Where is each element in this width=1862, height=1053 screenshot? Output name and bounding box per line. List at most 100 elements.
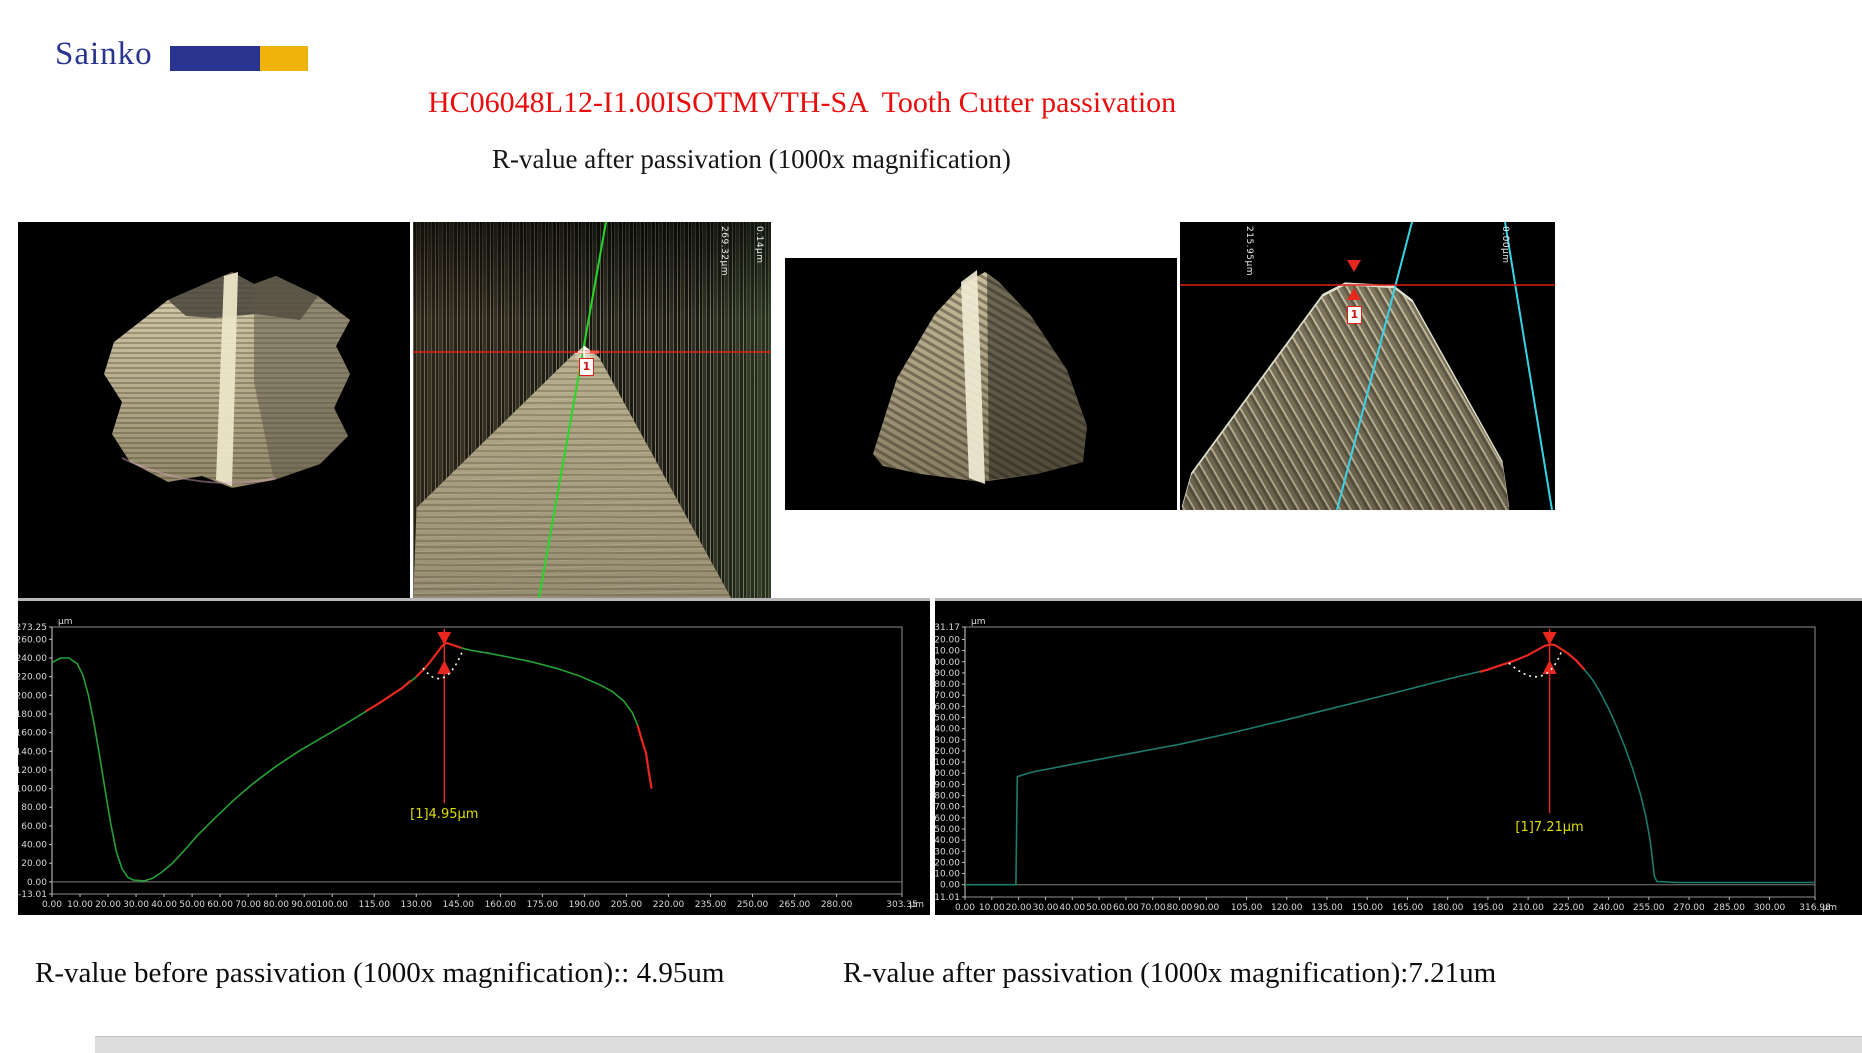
y-tick-label: 0.00 — [27, 878, 47, 888]
profile-chart-after: 231.17220.00210.00200.00190.00180.00170.… — [929, 601, 1862, 915]
y-tick-label: 190.00 — [935, 669, 960, 679]
y-tick-label: 60.00 — [21, 822, 47, 832]
plot-box — [964, 626, 1816, 898]
x-tick-label: 316.98 — [1799, 903, 1831, 913]
x-tick-label: 115.00 — [358, 900, 390, 910]
y-tick-label: -13.01 — [18, 890, 47, 900]
x-tick-label: 10.00 — [979, 903, 1005, 913]
x-tick-label: 135.00 — [1311, 903, 1343, 913]
logo-text: Sainko — [55, 36, 153, 72]
report-title: HC06048L12-I1.00ISOTMVTH-SA Tooth Cutter… — [428, 86, 1177, 119]
x-tick-label: 180.00 — [1432, 903, 1464, 913]
y-tick-label: 100.00 — [18, 785, 47, 795]
y-tick-label: 80.00 — [935, 792, 960, 802]
profile-red-segment — [1479, 643, 1586, 673]
x-tick-label: 255.00 — [1633, 903, 1665, 913]
surface-profile-after-passivation: 231.17220.00210.00200.00190.00180.00170.… — [929, 617, 1838, 913]
r-measurement-annotation: [1]7.21μm — [1508, 629, 1584, 835]
y-tick-label: 20.00 — [935, 858, 960, 868]
logo-bar-navy — [170, 46, 260, 71]
y-tick-label: 200.00 — [935, 658, 960, 668]
measurement-marker-1: 1 — [579, 358, 594, 376]
arrow-down — [437, 632, 452, 645]
y-tick-label: 120.00 — [18, 766, 47, 776]
y-tick-label: 220.00 — [18, 673, 47, 683]
y-tick-label: 260.00 — [18, 635, 47, 645]
right-scale-label-zero: 0.00μm — [1500, 226, 1510, 264]
x-tick-label: 120.00 — [1271, 903, 1303, 913]
x-tick-label: 60.00 — [1113, 903, 1139, 913]
r-value-label: [1]7.21μm — [1515, 820, 1583, 835]
y-tick-label: 160.00 — [18, 729, 47, 739]
y-tick-label: 40.00 — [935, 836, 960, 846]
x-tick-label: 0.00 — [955, 903, 975, 913]
panel-divider-right — [935, 598, 1862, 601]
x-tick-label: 303.35 — [886, 900, 918, 910]
arrow-down — [1347, 260, 1361, 272]
x-tick-label: 30.00 — [1033, 903, 1059, 913]
x-tick-label: 145.00 — [443, 900, 475, 910]
right-3d-surface-view — [785, 258, 1177, 510]
y-tick-label: 160.00 — [935, 702, 960, 712]
x-tick-label: 80.00 — [1167, 903, 1193, 913]
x-tick-label: 60.00 — [207, 900, 233, 910]
profile-chart-before: 273.25 260.00 240.00 220.00 200.00 180.00 160.… — [16, 601, 930, 915]
y-tick-label: 180.00 — [935, 680, 960, 690]
right-2d-measure-lines — [1180, 222, 1555, 510]
panel-divider-left — [18, 598, 930, 601]
x-tick-label: 270.00 — [1673, 903, 1705, 913]
left-scale-label-zero: 0.14μm — [754, 226, 764, 264]
x-unit-label: μm — [1823, 903, 1838, 913]
left-scale-label-height: 269.32μm — [719, 226, 729, 276]
y-tick-label: 40.00 — [21, 841, 47, 851]
y-tick-label: 10.00 — [935, 870, 960, 880]
x-tick-label: 0.00 — [42, 900, 62, 910]
radius-fit-arc — [422, 649, 464, 680]
arrow-up — [437, 660, 452, 674]
y-tick-label: 20.00 — [21, 859, 47, 869]
y-tick-label: 210.00 — [935, 647, 960, 657]
x-tick-label: 220.00 — [653, 900, 685, 910]
x-tick-label: 240.00 — [1593, 903, 1625, 913]
y-tick-label: 120.00 — [935, 747, 960, 757]
x-tick-label: 80.00 — [263, 900, 289, 910]
radius-fit-arc — [1508, 649, 1563, 678]
profile-red-segment — [415, 642, 462, 678]
x-tick-label: 50.00 — [179, 900, 205, 910]
window-bottom-bar — [95, 1036, 1862, 1053]
report-subtitle: R-value after passivation (1000x magnifi… — [492, 144, 1011, 174]
x-tick-label: 280.00 — [821, 900, 853, 910]
y-tick-label: 231.17 — [935, 623, 960, 633]
caption-before: R-value before passivation (1000x magnif… — [35, 957, 725, 989]
arrow-down — [1542, 632, 1557, 645]
arrow-up — [1542, 660, 1557, 674]
x-tick-label: 70.00 — [235, 900, 261, 910]
x-tick-label: 250.00 — [737, 900, 769, 910]
plot-box — [51, 626, 903, 895]
x-tick-label: 300.00 — [1754, 903, 1786, 913]
x-tick-label: 90.00 — [291, 900, 317, 910]
left-2d-measure-view: 1 269.32μm 0.14μm — [413, 222, 771, 598]
y-tick-label: 180.00 — [18, 710, 47, 720]
x-tick-label: 195.00 — [1472, 903, 1504, 913]
y-tick-label: -11.01 — [935, 893, 960, 903]
x-tick-label: 40.00 — [151, 900, 177, 910]
arrow-up — [1347, 288, 1361, 300]
measure-line-cyan-2 — [1504, 222, 1553, 510]
r-measurement-annotation: [1]4.95μm — [410, 629, 478, 822]
surface-profile-before-passivation: 273.25 260.00 240.00 220.00 200.00 180.00 160.… — [16, 617, 925, 910]
x-tick-label: 30.00 — [123, 900, 149, 910]
x-tick-label: 70.00 — [1140, 903, 1166, 913]
x-tick-label: 285.00 — [1713, 903, 1745, 913]
x-tick-label: 235.00 — [695, 900, 727, 910]
x-tick-label: 150.00 — [1351, 903, 1383, 913]
y-tick-label: 50.00 — [935, 825, 960, 835]
y-tick-label: 273.25 — [18, 623, 47, 633]
y-tick-label: 170.00 — [935, 691, 960, 701]
x-unit-label: μm — [910, 900, 925, 910]
x-tick-label: 205.00 — [611, 900, 643, 910]
x-tick-label: 190.00 — [569, 900, 601, 910]
x-tick-label: 90.00 — [1193, 903, 1219, 913]
profile-red-segment — [636, 724, 653, 789]
